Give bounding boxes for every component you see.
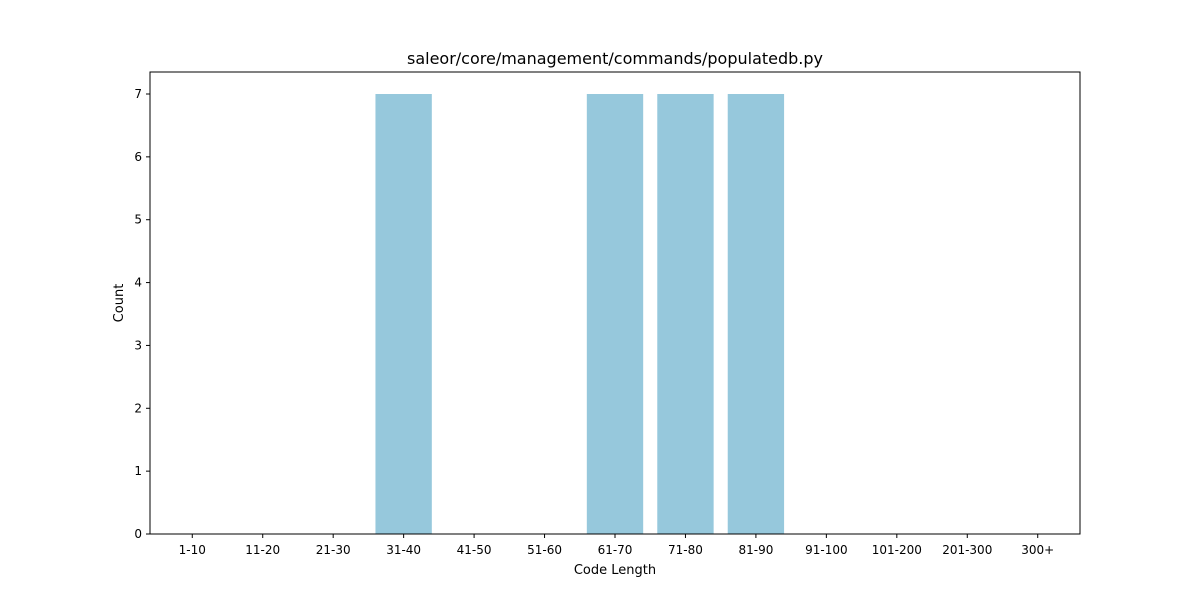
y-tick-label: 7 <box>134 87 142 101</box>
x-tick-label: 71-80 <box>668 543 703 557</box>
y-tick-label: 1 <box>134 464 142 478</box>
x-tick-label: 11-20 <box>245 543 280 557</box>
y-axis: 0 1 2 3 4 5 6 7 <box>134 87 150 541</box>
chart-title: saleor/core/management/commands/populate… <box>407 49 823 68</box>
y-tick-label: 5 <box>134 213 142 227</box>
bars-group <box>375 94 785 534</box>
y-axis-label: Count <box>112 284 127 323</box>
y-tick-label: 2 <box>134 401 142 415</box>
x-tick-label: 91-100 <box>805 543 848 557</box>
x-tick-label: 300+ <box>1021 543 1054 557</box>
bar-81-90 <box>727 94 785 534</box>
y-tick-label: 0 <box>134 527 142 541</box>
x-tick-label: 201-300 <box>942 543 992 557</box>
y-tick-label: 6 <box>134 150 142 164</box>
bar-61-70 <box>586 94 644 534</box>
x-tick-label: 1-10 <box>179 543 206 557</box>
x-tick-label: 81-90 <box>738 543 773 557</box>
x-tick-label: 21-30 <box>316 543 351 557</box>
x-axis: 1-10 11-20 21-30 31-40 41-50 51-60 61-70 71-80 8… <box>179 534 1054 557</box>
x-axis-label: Code Length <box>574 563 656 578</box>
x-tick-label: 41-50 <box>457 543 492 557</box>
x-tick-label: 61-70 <box>598 543 633 557</box>
x-tick-label: 31-40 <box>386 543 421 557</box>
x-tick-label: 51-60 <box>527 543 562 557</box>
bar-31-40 <box>375 94 432 534</box>
y-tick-label: 3 <box>134 338 142 352</box>
y-tick-label: 4 <box>134 276 142 290</box>
bar-71-80 <box>657 94 714 534</box>
x-tick-label: 101-200 <box>872 543 922 557</box>
